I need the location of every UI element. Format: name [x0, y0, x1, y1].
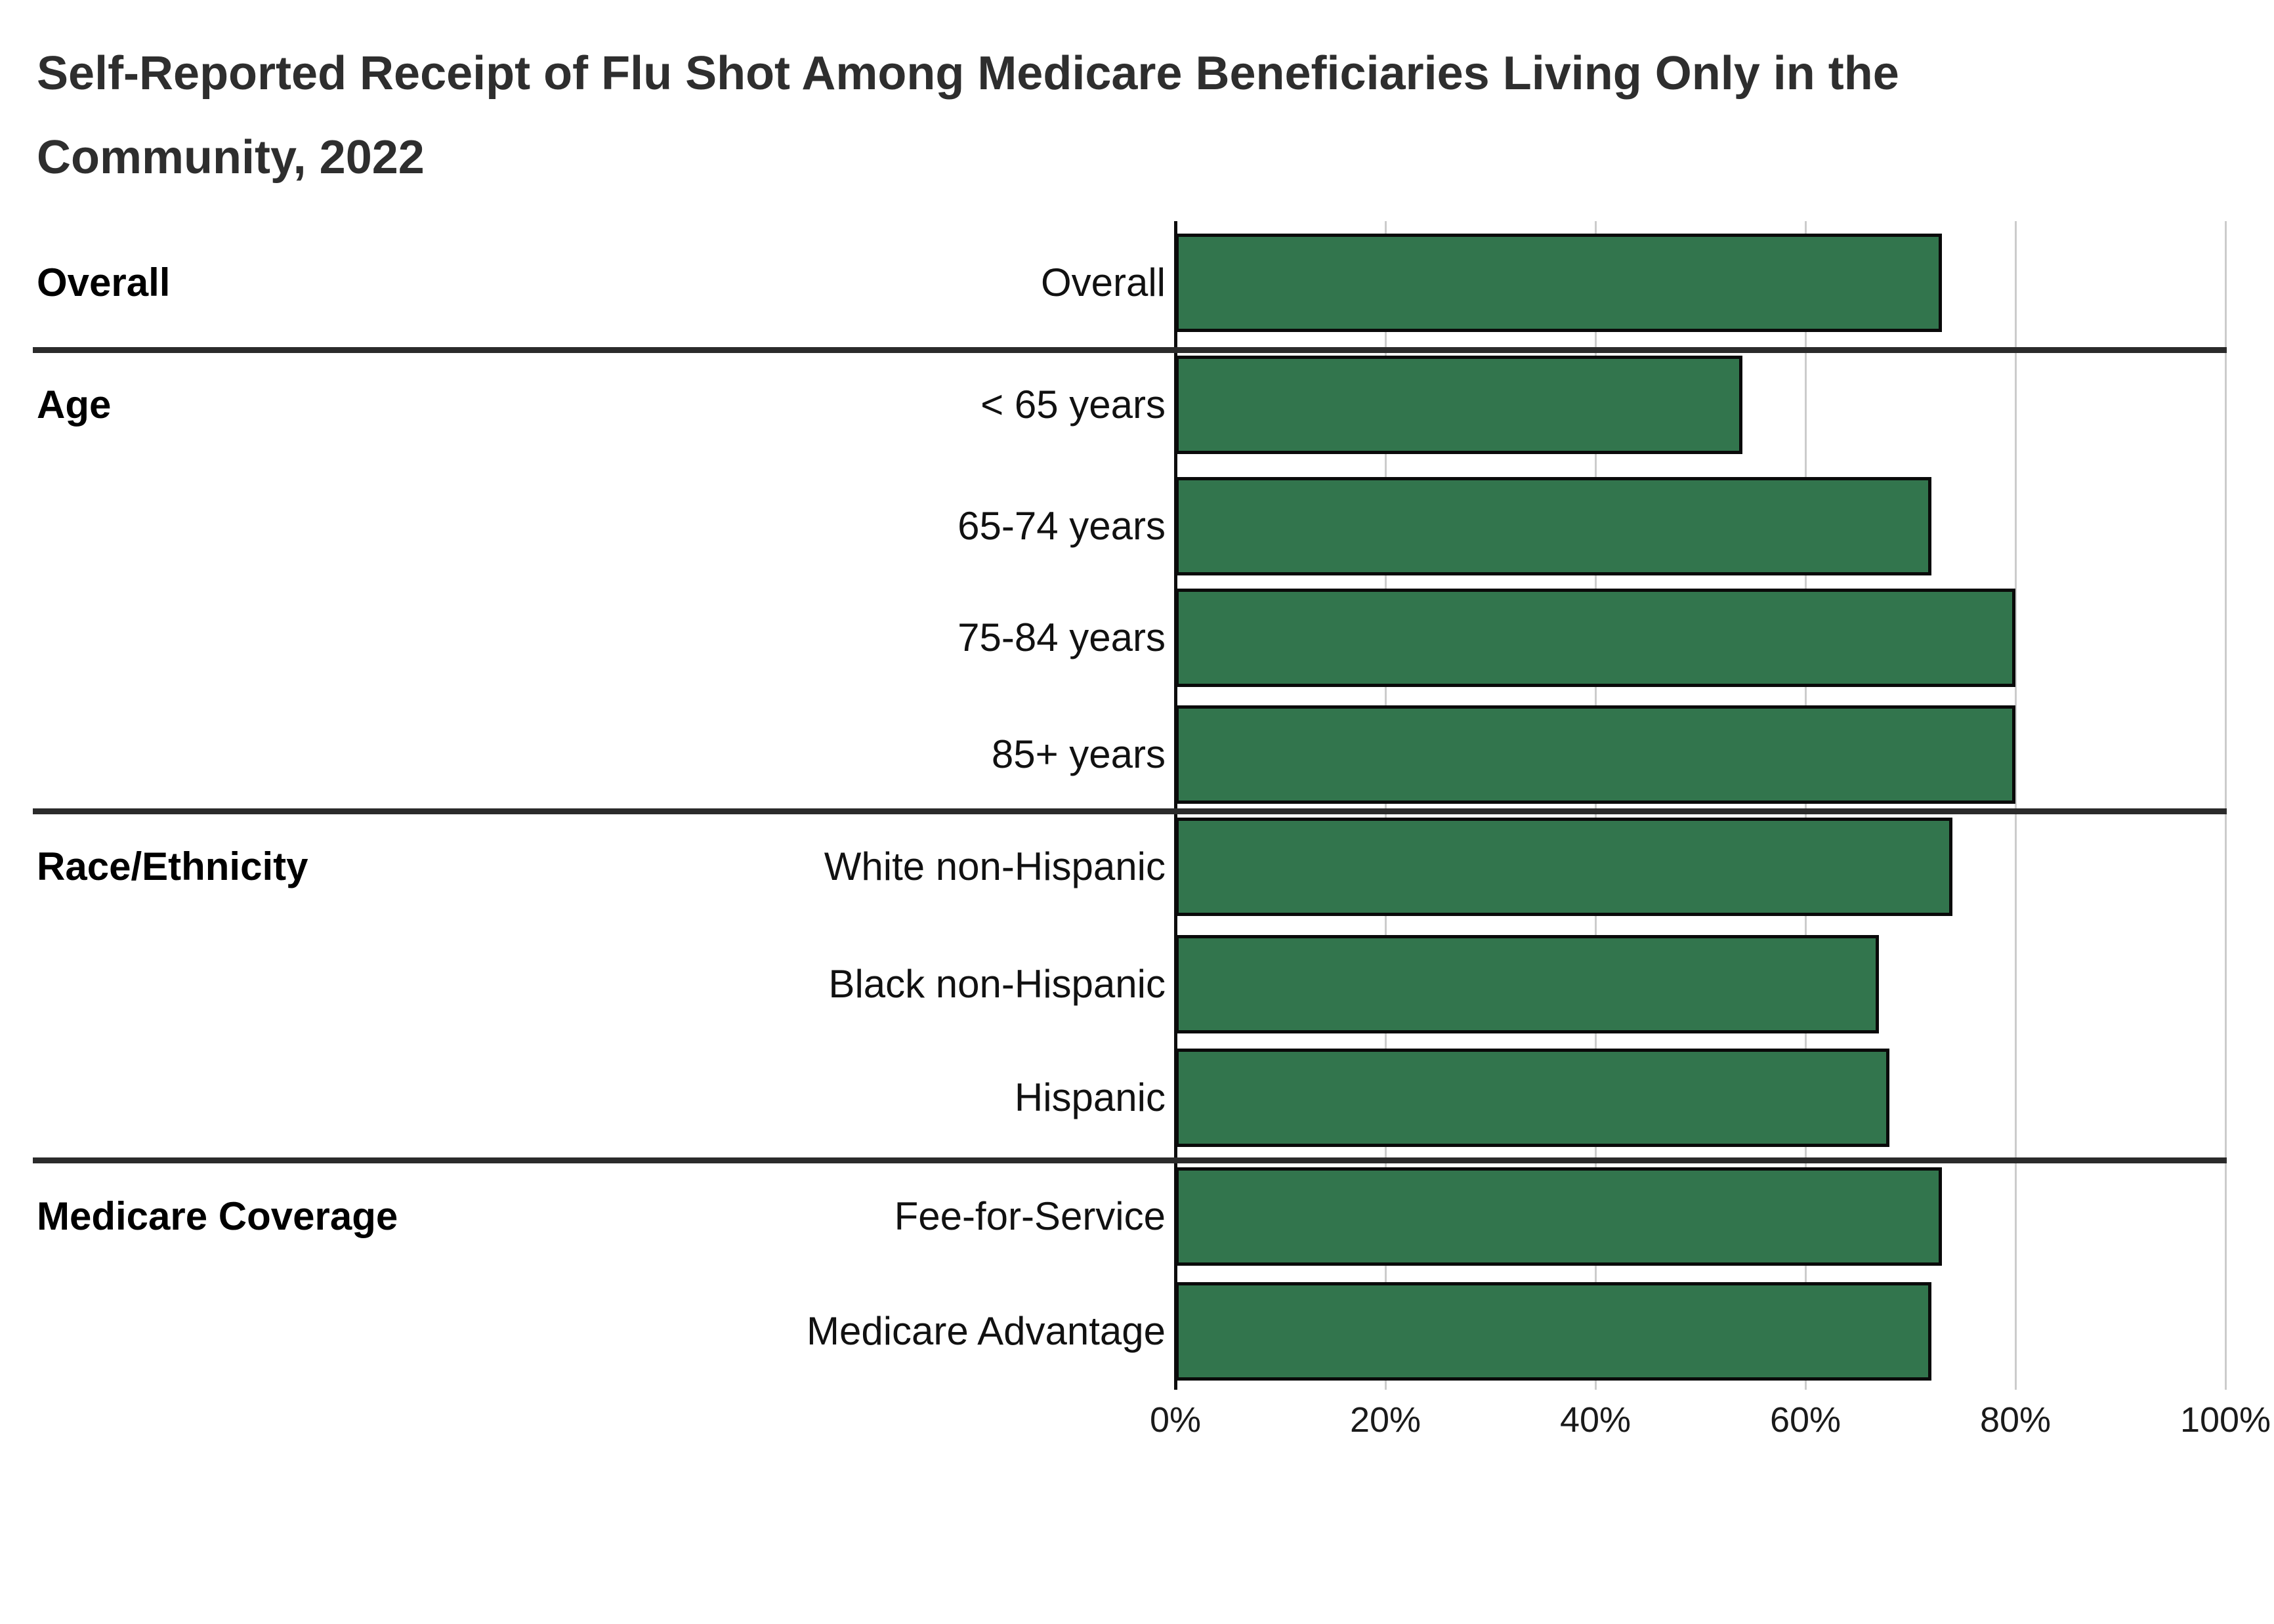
row-label: White non-Hispanic	[824, 844, 1166, 888]
group-label: Medicare Coverage	[37, 1194, 398, 1238]
x-tick-label: 80%	[1979, 1400, 2052, 1440]
row-label: 65-74 years	[958, 504, 1166, 548]
group-label: Race/Ethnicity	[37, 844, 308, 888]
bar	[1175, 1049, 1889, 1147]
row-label: 75-84 years	[958, 615, 1166, 659]
group-label: Overall	[37, 260, 171, 304]
group-separator	[33, 1157, 2227, 1163]
x-gridline	[1805, 221, 1807, 1390]
x-gridline	[1385, 221, 1387, 1390]
x-gridline	[2015, 221, 2017, 1390]
x-gridline	[2225, 221, 2227, 1390]
row-label: < 65 years	[980, 383, 1166, 427]
chart-title: Self-Reported Receipt of Flu Shot Among …	[37, 47, 1899, 184]
group-label: Age	[37, 383, 112, 427]
row-label: Overall	[1040, 260, 1166, 304]
row-label: Fee-for-Service	[894, 1194, 1166, 1238]
x-tick-label: 60%	[1769, 1400, 1842, 1440]
bar	[1175, 705, 2015, 804]
group-separator	[33, 347, 2227, 353]
y-axis-line	[1174, 221, 1177, 1390]
bar	[1175, 935, 1879, 1033]
row-label: Hispanic	[1014, 1075, 1166, 1119]
bar	[1175, 818, 1952, 916]
bar	[1175, 356, 1742, 454]
row-label: Black non-Hispanic	[828, 962, 1166, 1006]
bar	[1175, 1167, 1942, 1266]
bar	[1175, 1282, 1931, 1381]
row-label: Medicare Advantage	[806, 1309, 1166, 1353]
bar	[1175, 589, 2015, 687]
row-label: 85+ years	[991, 732, 1166, 776]
x-tick-label: 40%	[1559, 1400, 1632, 1440]
group-separator	[33, 808, 2227, 814]
bar	[1175, 234, 1942, 332]
x-tick-label: 20%	[1349, 1400, 1421, 1440]
x-gridline	[1595, 221, 1597, 1390]
x-tick-label: 100%	[2179, 1400, 2271, 1440]
x-tick-label: 0%	[1149, 1400, 1202, 1440]
bar	[1175, 477, 1931, 575]
